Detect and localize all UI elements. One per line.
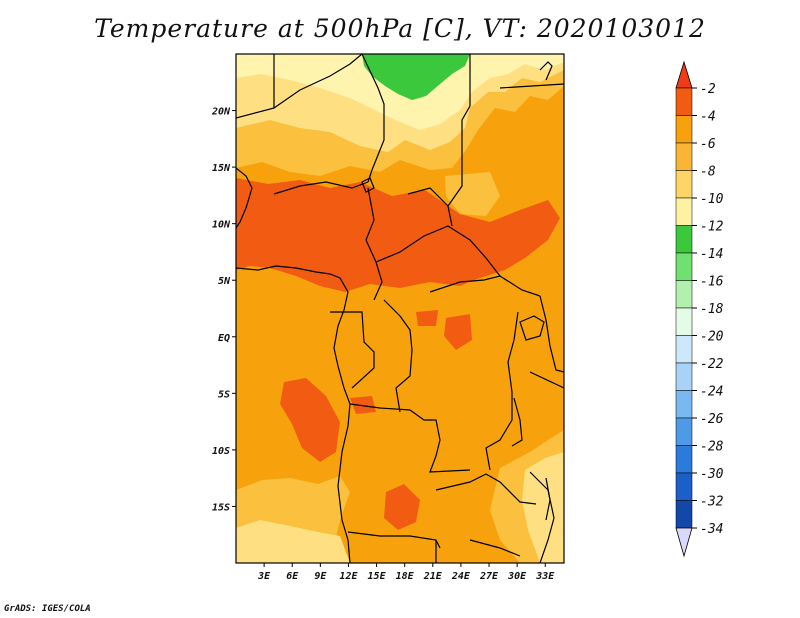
colorbar-swatch: [675, 362, 693, 391]
x-tick-label: 21E: [423, 571, 443, 582]
colorbar-swatch: [675, 197, 693, 226]
border-libya-chad: [361, 54, 385, 183]
y-tick-label: 5N: [218, 276, 231, 287]
border-nigeria-cameroon: [365, 187, 383, 301]
colorbar-swatch: [675, 390, 693, 419]
border-drc-east: [485, 311, 519, 471]
border-sahara-2: [273, 54, 363, 109]
lake-malawi: [545, 477, 551, 521]
band-minus12-minus10-patch: [445, 172, 500, 216]
border-mozambique: [529, 471, 555, 563]
band-above-minus4-patch-b: [416, 310, 438, 326]
colorbar-label: -28: [700, 440, 724, 455]
colorbar-label: -24: [700, 385, 723, 400]
x-tick-label: 9E: [314, 571, 327, 582]
border-congo-drc: [383, 299, 413, 413]
colorbar-swatch: [675, 87, 693, 116]
colorbar-label: -18: [700, 302, 724, 317]
colorbar-label: -8: [700, 165, 716, 180]
colorbar-label: -16: [700, 275, 724, 290]
credit-text: GrADS: IGES/COLA: [4, 604, 91, 614]
x-tick-label: 33E: [535, 571, 555, 582]
coastline-gulf-of-guinea: [236, 265, 351, 563]
map-title: Temperature at 500hPa [C], VT: 202010301…: [94, 14, 706, 43]
colorbar-label: -14: [700, 247, 723, 262]
y-tick-label: 15S: [212, 502, 230, 513]
colorbar-swatch: [675, 445, 693, 474]
lake-victoria: [519, 315, 545, 341]
colorbar-swatch: [675, 225, 693, 254]
y-tick-label: 10N: [212, 220, 231, 231]
colorbar-swatch: [675, 335, 693, 364]
x-tick-label: 12E: [339, 571, 358, 582]
colorbar-label: -22: [700, 357, 724, 372]
colorbar-swatch: [675, 280, 693, 309]
x-tick-label: 6E: [286, 571, 299, 582]
band-minus10-minus8-south: [236, 520, 350, 563]
border-egypt: [499, 83, 564, 89]
y-axis-ticks: 20N 15N 10N 5N EQ 5S 10S 15S: [211, 107, 236, 513]
x-tick-label: 18E: [396, 571, 415, 582]
x-axis-ticks: 3E 6E 9E 12E 15E 18E 21E 24E 27E 30E 33E: [257, 563, 555, 582]
y-tick-label: 20N: [211, 107, 231, 118]
band-minus14-minus12-north: [362, 54, 470, 100]
colorbar-label: -12: [700, 220, 724, 235]
colorbar-label: -34: [700, 522, 723, 537]
border-zambia: [435, 473, 537, 505]
x-tick-label: 30E: [507, 571, 527, 582]
band-above-minus4-patch-a: [444, 314, 472, 350]
band-above-minus4-central: [236, 178, 560, 292]
colorbar-label: -32: [700, 495, 724, 510]
border-tanzania: [529, 371, 564, 389]
lake-chad: [361, 177, 375, 193]
colorbar-label: -6: [700, 137, 716, 152]
colorbar-label: -30: [700, 467, 724, 482]
colorbar-swatch: [675, 307, 693, 336]
colorbar-label: -20: [700, 330, 724, 345]
colorbar-swatch: [675, 417, 693, 446]
coastline-west-africa: [236, 167, 253, 229]
y-tick-label: EQ: [218, 333, 230, 344]
border-lake-tanganyika: [511, 397, 523, 447]
border-gabon: [330, 311, 375, 389]
y-tick-label: 5S: [218, 389, 230, 400]
map-frame: [235, 53, 565, 564]
border-angola-drc: [349, 403, 471, 473]
x-tick-label: 27E: [479, 571, 499, 582]
temperature-field: [236, 54, 564, 563]
colorbar-swatch: [675, 115, 693, 144]
band-above-minus4-southwest: [280, 378, 340, 462]
band-minus10-minus8-southeast: [522, 452, 564, 563]
colorbar-bottom-arrow: [675, 527, 693, 558]
colorbar-label: -26: [700, 412, 724, 427]
border-south-sudan: [429, 275, 541, 297]
border-east-africa: [539, 295, 564, 373]
y-tick-label: 10S: [212, 446, 230, 457]
colorbar-top-arrow: [675, 60, 693, 89]
band-above-minus4-south: [384, 484, 420, 530]
colorbar-swatch: [675, 170, 693, 199]
colorbar-label: -4: [700, 110, 716, 125]
colorbar-swatch: [675, 142, 693, 171]
colorbar-swatch: [675, 252, 693, 281]
red-sea-coast: [539, 61, 553, 81]
border-chad-sudan: [407, 187, 449, 207]
colorbar-label: -10: [700, 192, 724, 207]
colorbar-swatch: [675, 500, 693, 529]
colorbar-label: -2: [700, 82, 716, 97]
x-tick-label: 3E: [257, 571, 271, 582]
border-car: [375, 225, 501, 277]
colorbar-swatch: [675, 472, 693, 501]
border-sudan: [447, 54, 471, 227]
y-tick-label: 15N: [212, 163, 231, 174]
country-borders: [236, 54, 564, 563]
border-niger-nigeria: [273, 181, 369, 195]
band-above-minus4-patch-c: [350, 396, 376, 414]
x-tick-label: 24E: [451, 571, 471, 582]
colorbar: -2 -4 -6 -8 -10 -12 -14 -16 -18 -20 -22 -24 -26 -28 -3…: [675, 60, 724, 558]
x-tick-label: 15E: [368, 571, 387, 582]
border-botswana: [469, 539, 521, 557]
border-angola-south: [347, 531, 441, 549]
